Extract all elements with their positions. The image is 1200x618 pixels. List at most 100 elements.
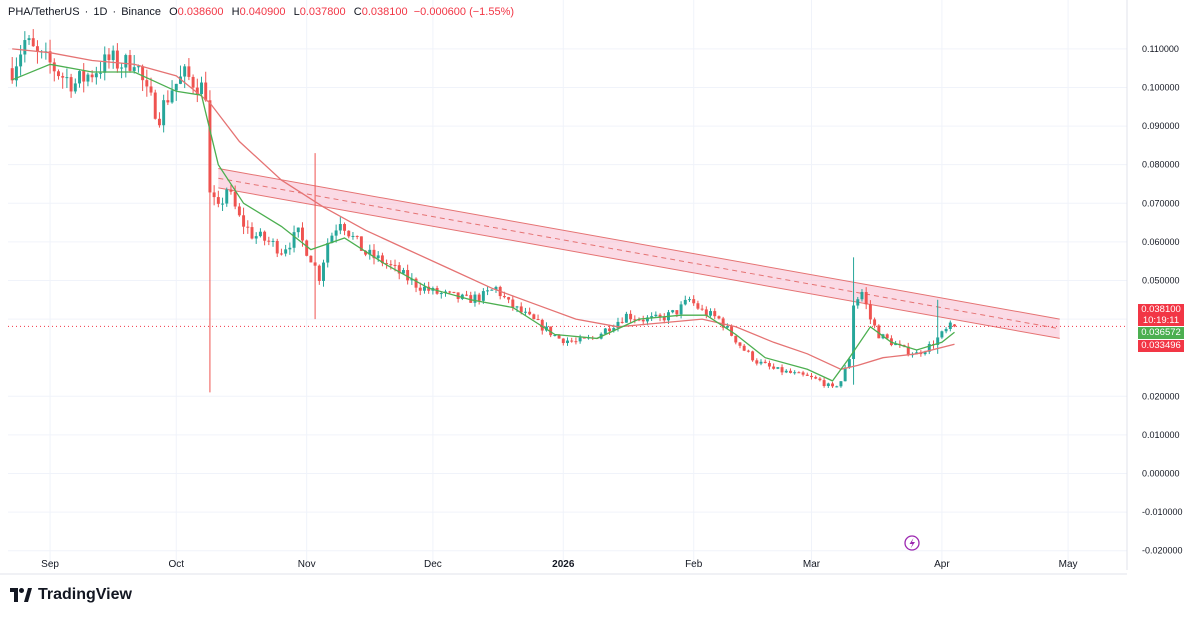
candle <box>498 285 502 300</box>
candle <box>772 363 776 370</box>
candle-body <box>322 262 325 281</box>
x-tick-label: Sep <box>41 559 59 570</box>
candle-body <box>317 265 321 281</box>
candle <box>578 334 582 344</box>
candle-body <box>515 306 519 308</box>
candle <box>162 94 166 133</box>
symbol-name[interactable]: PHA/TetherUS <box>8 6 80 18</box>
candle <box>797 371 801 374</box>
candle-body <box>671 310 675 313</box>
close-value: 0.038100 <box>361 6 408 18</box>
candle-body <box>448 291 452 293</box>
candle <box>452 291 456 294</box>
candle-body <box>422 286 426 291</box>
candle-body <box>654 314 658 317</box>
candle-body <box>439 293 443 295</box>
candle <box>759 359 763 366</box>
candle <box>385 259 389 269</box>
candle <box>111 45 115 69</box>
candle <box>229 184 233 195</box>
candle <box>683 295 687 306</box>
candle-body <box>132 67 136 71</box>
candle-body <box>612 328 616 332</box>
candle <box>704 306 708 319</box>
candle-body <box>713 311 717 317</box>
open-label: O <box>169 6 178 18</box>
candle-body <box>885 334 889 339</box>
candle-body <box>368 249 372 255</box>
candle <box>279 248 283 256</box>
candle-body <box>717 316 721 319</box>
candle-body <box>103 54 107 73</box>
candle-body <box>330 235 334 243</box>
candle <box>603 327 607 335</box>
y-tick-label: 0.000000 <box>1142 468 1180 478</box>
candle <box>751 350 755 362</box>
candle-body <box>481 291 485 301</box>
lightning-icon[interactable] <box>904 535 920 551</box>
candle-body <box>927 344 931 352</box>
candle-body <box>650 316 654 318</box>
last-price-tag: 0.038100 10:19:11 <box>1138 304 1184 326</box>
candle <box>242 207 246 235</box>
candle <box>448 290 452 294</box>
interval[interactable]: 1D <box>93 6 108 18</box>
candle-body <box>810 375 813 378</box>
candle <box>868 300 872 324</box>
candle-body <box>65 77 69 79</box>
candle <box>570 337 574 343</box>
tradingview-logo[interactable]: TradingView <box>10 586 132 604</box>
candle <box>296 227 300 238</box>
candle-body <box>86 74 90 82</box>
candle-body <box>852 305 856 360</box>
candle <box>826 382 830 388</box>
candle-body <box>906 346 910 355</box>
candle-body <box>953 324 956 327</box>
x-tick-label: Mar <box>803 559 821 570</box>
candle <box>490 289 494 291</box>
candle <box>465 290 469 297</box>
candle-body <box>624 313 628 323</box>
candle-body <box>296 227 300 233</box>
candle <box>713 308 717 320</box>
candle <box>284 244 288 257</box>
open-value: 0.038600 <box>177 6 224 18</box>
candle <box>700 304 704 311</box>
x-tick-label: Oct <box>168 559 184 570</box>
candle-body <box>305 240 309 256</box>
candle <box>688 296 691 302</box>
candle-body <box>254 236 258 239</box>
candle-body <box>61 76 65 78</box>
candle-body <box>502 296 506 298</box>
brand-name: TradingView <box>38 586 132 603</box>
candle <box>788 368 792 374</box>
candle-body <box>864 292 868 305</box>
candle <box>936 299 940 354</box>
candle-body <box>822 380 826 387</box>
candle-body <box>704 309 708 316</box>
candle <box>103 46 107 81</box>
candle <box>763 359 767 364</box>
candle <box>275 238 279 258</box>
candle <box>953 324 956 328</box>
candle-body <box>620 321 624 323</box>
y-tick-label: 0.080000 <box>1142 160 1180 170</box>
candle <box>401 267 405 274</box>
candle-body <box>195 87 199 95</box>
candle <box>856 296 860 309</box>
countdown-value: 10:19:11 <box>1142 315 1180 326</box>
candle-body <box>629 313 633 320</box>
candle-body <box>149 86 153 93</box>
candle-body <box>250 227 254 239</box>
candle-body <box>742 345 746 351</box>
candle <box>780 364 784 376</box>
candle-body <box>414 278 418 288</box>
candle <box>271 238 275 247</box>
candle <box>422 282 426 294</box>
candle <box>65 68 69 89</box>
candle-body <box>877 325 881 339</box>
candle <box>149 77 153 96</box>
candle <box>456 292 460 303</box>
candle <box>305 239 309 257</box>
